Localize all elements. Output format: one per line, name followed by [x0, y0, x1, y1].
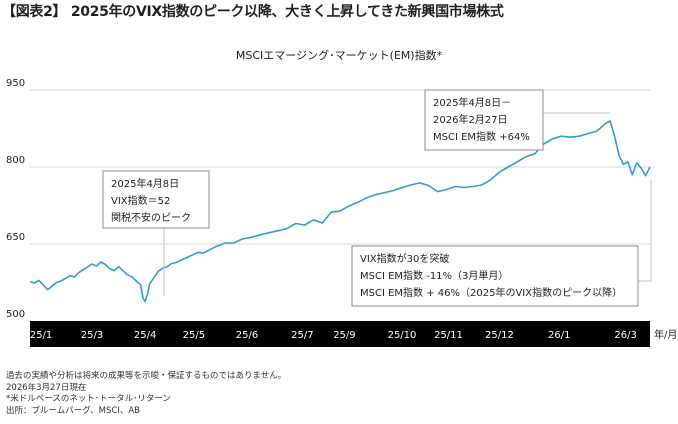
- x-tick-label: 26/1: [548, 330, 570, 341]
- x-tick-label: 25/7: [291, 330, 313, 341]
- annotation-text: VIX指数が30を突破: [360, 252, 449, 265]
- x-axis-band: [30, 321, 650, 347]
- footnotes: 過去の実績や分析は将来の成果等を示唆・保証するものではありません。 2026年3…: [6, 371, 286, 417]
- y-tick-label: 500: [6, 309, 25, 320]
- x-tick-label: 25/6: [236, 330, 258, 341]
- x-tick-label: 25/3: [81, 330, 103, 341]
- annotation-text: MSCI EM指数 -11%（3月単月）: [360, 269, 508, 282]
- x-tick-label: 25/10: [388, 330, 417, 341]
- footnote-index-note: *米ドルベースのネット･トータル･リターン: [6, 394, 171, 404]
- annotation-box: [351, 245, 639, 307]
- x-tick-label: 25/1: [30, 330, 52, 341]
- footnote-disclaimer: 過去の実績や分析は将来の成果等を示唆・保証するものではありません。: [6, 371, 287, 381]
- y-tick-label: 650: [6, 232, 25, 243]
- x-tick-label: 25/5: [183, 330, 205, 341]
- x-axis-label: 年/月: [654, 328, 677, 341]
- line-chart: 500 650 800 950 25/1 25/3 25/4 25/5 25/6 25/7 25/9…: [6, 78, 677, 347]
- annotation-box: [102, 170, 210, 229]
- footnote-source: 出所：ブルームバーグ、MSCI、AB: [6, 405, 140, 416]
- x-tick-label: 26/3: [614, 330, 636, 341]
- x-tick-label: 25/4: [134, 330, 156, 341]
- annotation-text: MSCI EM指数 +64%: [433, 130, 530, 143]
- chart-heading: 【図表2】 2025年のVIX指数のピーク以降、大きく上昇してきた新興国市場株式: [2, 4, 504, 20]
- x-tick-label: 25/12: [485, 330, 514, 341]
- footnote-date: 2026年3月27日現在: [6, 382, 87, 393]
- annotation-text: 2026年2月27日: [433, 113, 508, 126]
- chart-title: MSCIエマージング･マーケット(EM)指数*: [235, 49, 443, 62]
- annotation-text: 関税不安のピーク: [111, 211, 191, 224]
- em-index-line: [29, 120, 651, 303]
- annotation-text: 2025年4月8日－: [433, 96, 511, 109]
- y-tick-label: 800: [6, 155, 25, 166]
- annotation-box: [424, 89, 544, 151]
- annotation-text: 2025年4月8日: [111, 177, 179, 190]
- x-tick-label: 25/11: [434, 330, 463, 341]
- x-tick-label: 25/9: [333, 330, 355, 341]
- y-tick-label: 950: [6, 78, 25, 89]
- annotation-text: MSCI EM指数 + 46%（2025年のVIX指数のピーク以降）: [360, 286, 622, 299]
- annotation-text: VIX指数＝52: [111, 194, 170, 207]
